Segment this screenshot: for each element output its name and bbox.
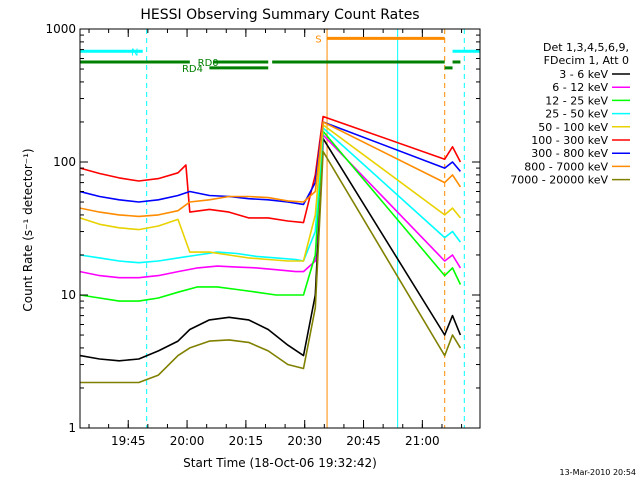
x-axis: 19:45 20:00 20:15 20:30 20:45 21:00 xyxy=(88,29,463,448)
legend-label-7: 800 - 7000 keV xyxy=(524,160,608,173)
legend-label-1: 6 - 12 keV xyxy=(552,81,608,94)
series-line-0 xyxy=(80,137,462,362)
legend-header-line-1: Det 1,3,4,5,6,9, xyxy=(543,41,629,54)
legend-label-8: 7000 - 20000 keV xyxy=(510,174,608,187)
legend-label-0: 3 - 6 keV xyxy=(559,68,608,81)
series-line-3 xyxy=(80,127,462,264)
y-axis: 1 10 100 1000 xyxy=(45,22,480,435)
y-tick-label-3: 1000 xyxy=(45,22,76,36)
annotation-label-3: RD0 xyxy=(198,58,219,69)
series-line-5 xyxy=(80,115,462,224)
legend-header-line-2: FDecim 1, Att 0 xyxy=(544,54,629,67)
legend-label-2: 12 - 25 keV xyxy=(545,94,608,107)
x-axis-label: Start Time (18-Oct-06 19:32:42) xyxy=(183,456,377,470)
legend: Det 1,3,4,5,6,9, FDecim 1, Att 0 3 - 6 k… xyxy=(510,41,630,187)
x-tick-label-1: 20:00 xyxy=(170,434,205,448)
x-tick-label-0: 19:45 xyxy=(111,434,146,448)
series-line-2 xyxy=(80,130,462,302)
x-tick-label-5: 21:00 xyxy=(405,434,440,448)
series-line-7 xyxy=(80,121,462,218)
x-tick-label-4: 20:45 xyxy=(346,434,381,448)
legend-label-5: 100 - 300 keV xyxy=(531,134,608,147)
annotation-label-7: RD4 xyxy=(182,64,203,75)
event-vlines xyxy=(80,29,465,428)
series-line-4 xyxy=(80,124,462,262)
series-line-1 xyxy=(80,134,462,279)
annotation-label-9: S xyxy=(315,34,321,45)
x-tick-label-2: 20:15 xyxy=(229,434,264,448)
legend-label-4: 50 - 100 keV xyxy=(538,121,608,134)
plot-frame xyxy=(79,28,481,429)
y-axis-label: Count Rate (s⁻¹ detector⁻¹) xyxy=(21,148,35,311)
series-line-8 xyxy=(80,150,462,384)
chart-title: HESSI Observing Summary Count Rates xyxy=(140,7,419,23)
series-group xyxy=(80,115,462,384)
footer-date: 13-Mar-2010 20:54 xyxy=(560,468,637,477)
y-tick-label-1: 10 xyxy=(61,288,76,302)
series-line-6 xyxy=(80,121,462,206)
observing-annotations: NRD0RD4S xyxy=(80,34,480,75)
x-tick-label-3: 20:30 xyxy=(287,434,322,448)
y-tick-label-0: 1 xyxy=(68,421,76,435)
legend-label-6: 300 - 800 keV xyxy=(531,147,608,160)
y-tick-label-2: 100 xyxy=(53,155,76,169)
legend-label-3: 25 - 50 keV xyxy=(545,108,608,121)
